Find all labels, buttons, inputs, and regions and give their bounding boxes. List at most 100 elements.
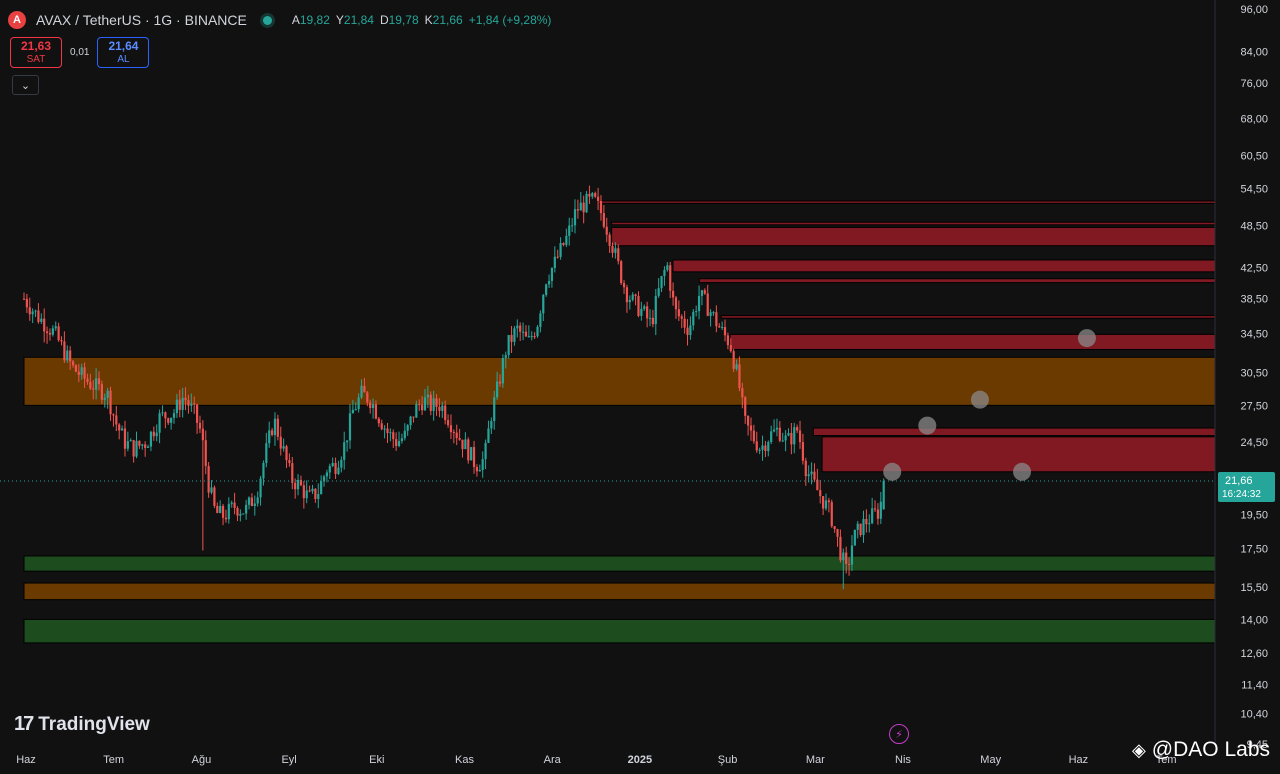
lightning-icon[interactable]: ⚡ — [889, 724, 909, 744]
candle[interactable] — [291, 456, 294, 490]
resistance-zone[interactable] — [611, 221, 1216, 226]
candle[interactable] — [268, 421, 271, 448]
resistance-zone[interactable] — [729, 333, 1216, 350]
candle[interactable] — [458, 428, 461, 441]
candle[interactable] — [302, 481, 305, 509]
resistance-zone[interactable] — [698, 278, 1216, 284]
candle[interactable] — [778, 421, 781, 443]
candle[interactable] — [371, 398, 375, 419]
candle[interactable] — [620, 259, 623, 286]
candle[interactable] — [501, 354, 504, 388]
candle[interactable] — [296, 474, 300, 496]
candle[interactable] — [343, 431, 346, 470]
candle[interactable] — [95, 368, 98, 400]
candle[interactable] — [181, 387, 184, 418]
candle[interactable] — [256, 491, 259, 507]
candle[interactable] — [530, 331, 533, 341]
candle[interactable] — [853, 529, 856, 546]
candle[interactable] — [152, 426, 155, 441]
candle[interactable] — [369, 399, 372, 414]
candle[interactable] — [735, 359, 738, 371]
candle[interactable] — [827, 497, 830, 513]
candle[interactable] — [859, 523, 862, 537]
candle[interactable] — [221, 503, 225, 526]
candle[interactable] — [60, 336, 63, 346]
candle[interactable] — [709, 309, 712, 327]
candle[interactable] — [484, 439, 487, 470]
candle[interactable] — [545, 283, 548, 297]
candle[interactable] — [654, 288, 657, 336]
resistance-zone[interactable] — [672, 259, 1216, 273]
candle[interactable] — [764, 440, 767, 458]
candle[interactable] — [83, 362, 86, 388]
candle[interactable] — [605, 217, 608, 243]
candle[interactable] — [395, 432, 398, 451]
candle[interactable] — [69, 346, 72, 370]
candle[interactable] — [539, 310, 542, 333]
candle[interactable] — [767, 440, 770, 457]
candle[interactable] — [305, 480, 308, 504]
candle[interactable] — [504, 351, 507, 369]
candle[interactable] — [798, 420, 802, 449]
candle[interactable] — [239, 509, 242, 522]
candle[interactable] — [311, 484, 314, 494]
candle[interactable] — [666, 262, 669, 272]
candle[interactable] — [43, 308, 46, 343]
candle[interactable] — [669, 261, 672, 299]
candle[interactable] — [262, 460, 265, 486]
candle[interactable] — [115, 405, 118, 432]
candle[interactable] — [31, 308, 34, 324]
candle[interactable] — [112, 413, 115, 427]
support-zone[interactable] — [23, 555, 1216, 572]
candle[interactable] — [498, 374, 502, 387]
candle[interactable] — [481, 451, 484, 478]
candle[interactable] — [418, 399, 421, 411]
candle[interactable] — [634, 293, 637, 306]
candle[interactable] — [507, 334, 510, 359]
candle[interactable] — [591, 191, 594, 199]
candle[interactable] — [317, 483, 320, 509]
candle[interactable] — [565, 228, 568, 248]
candle[interactable] — [245, 499, 248, 520]
candle[interactable] — [856, 520, 859, 539]
candle[interactable] — [755, 431, 758, 453]
candle[interactable] — [201, 420, 204, 551]
candle[interactable] — [109, 386, 112, 421]
candle[interactable] — [210, 480, 213, 495]
candle[interactable] — [426, 385, 429, 408]
candle[interactable] — [170, 417, 173, 430]
candle[interactable] — [738, 356, 741, 392]
candle[interactable] — [689, 316, 692, 340]
candle[interactable] — [631, 292, 634, 302]
candle[interactable] — [400, 433, 404, 444]
candle[interactable] — [715, 305, 718, 333]
candle[interactable] — [57, 322, 60, 342]
candle[interactable] — [195, 403, 199, 434]
candle[interactable] — [126, 431, 129, 452]
candle[interactable] — [421, 396, 424, 415]
candle[interactable] — [674, 295, 678, 319]
candle[interactable] — [409, 415, 412, 430]
candle[interactable] — [54, 321, 57, 331]
candle[interactable] — [706, 284, 709, 317]
candle[interactable] — [63, 331, 66, 363]
candle[interactable] — [487, 420, 490, 444]
candle[interactable] — [397, 431, 401, 448]
candle[interactable] — [542, 293, 545, 322]
pivot-zone[interactable] — [23, 582, 1216, 601]
candle[interactable] — [651, 309, 655, 328]
target-marker[interactable] — [883, 462, 902, 481]
candle[interactable] — [129, 438, 132, 442]
candle[interactable] — [470, 446, 473, 461]
candle[interactable] — [660, 275, 663, 293]
collapse-button[interactable]: ⌄ — [12, 75, 39, 95]
candle[interactable] — [77, 364, 80, 383]
sell-button[interactable]: 21,63 SAT — [10, 37, 62, 68]
candle[interactable] — [74, 364, 78, 373]
candle[interactable] — [141, 443, 144, 450]
candle[interactable] — [801, 433, 805, 465]
candle[interactable] — [320, 475, 323, 495]
candle[interactable] — [594, 191, 597, 199]
candle[interactable] — [559, 237, 562, 260]
candle[interactable] — [118, 423, 121, 440]
